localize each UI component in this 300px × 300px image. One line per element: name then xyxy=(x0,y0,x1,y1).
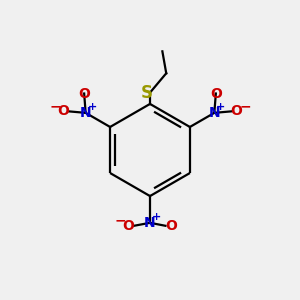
Text: O: O xyxy=(78,86,90,100)
Text: O: O xyxy=(210,86,222,100)
Text: S: S xyxy=(141,84,153,102)
Text: −: − xyxy=(49,99,61,113)
Text: N: N xyxy=(208,106,220,120)
Text: O: O xyxy=(165,219,177,233)
Text: O: O xyxy=(57,104,69,118)
Text: O: O xyxy=(123,219,134,233)
Text: +: + xyxy=(152,212,161,223)
Text: +: + xyxy=(216,103,226,112)
Text: −: − xyxy=(239,99,251,113)
Text: +: + xyxy=(88,103,97,112)
Text: N: N xyxy=(144,216,156,230)
Text: N: N xyxy=(80,106,92,120)
Text: −: − xyxy=(115,213,126,227)
Text: O: O xyxy=(231,104,243,118)
